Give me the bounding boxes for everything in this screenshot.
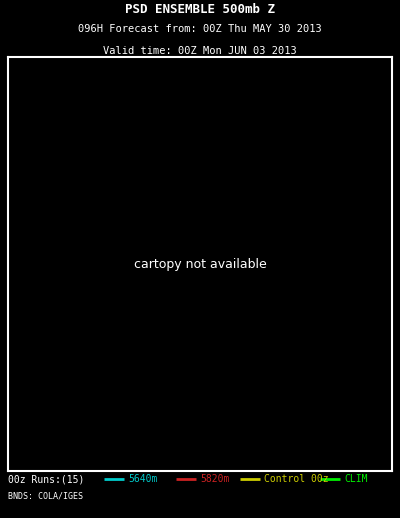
Text: Valid time: 00Z Mon JUN 03 2013: Valid time: 00Z Mon JUN 03 2013 <box>103 46 297 56</box>
Text: cartopy not available: cartopy not available <box>134 257 266 271</box>
Text: Control 00z: Control 00z <box>264 474 329 484</box>
Text: 096H Forecast from: 00Z Thu MAY 30 2013: 096H Forecast from: 00Z Thu MAY 30 2013 <box>78 24 322 35</box>
Text: PSD ENSEMBLE 500mb Z: PSD ENSEMBLE 500mb Z <box>125 3 275 16</box>
Text: CLIM: CLIM <box>344 474 368 484</box>
Text: 5820m: 5820m <box>200 474 229 484</box>
Text: 5640m: 5640m <box>128 474 157 484</box>
Text: BNDS: COLA/IGES: BNDS: COLA/IGES <box>8 492 83 500</box>
Text: 00z Runs:(15): 00z Runs:(15) <box>8 474 84 484</box>
